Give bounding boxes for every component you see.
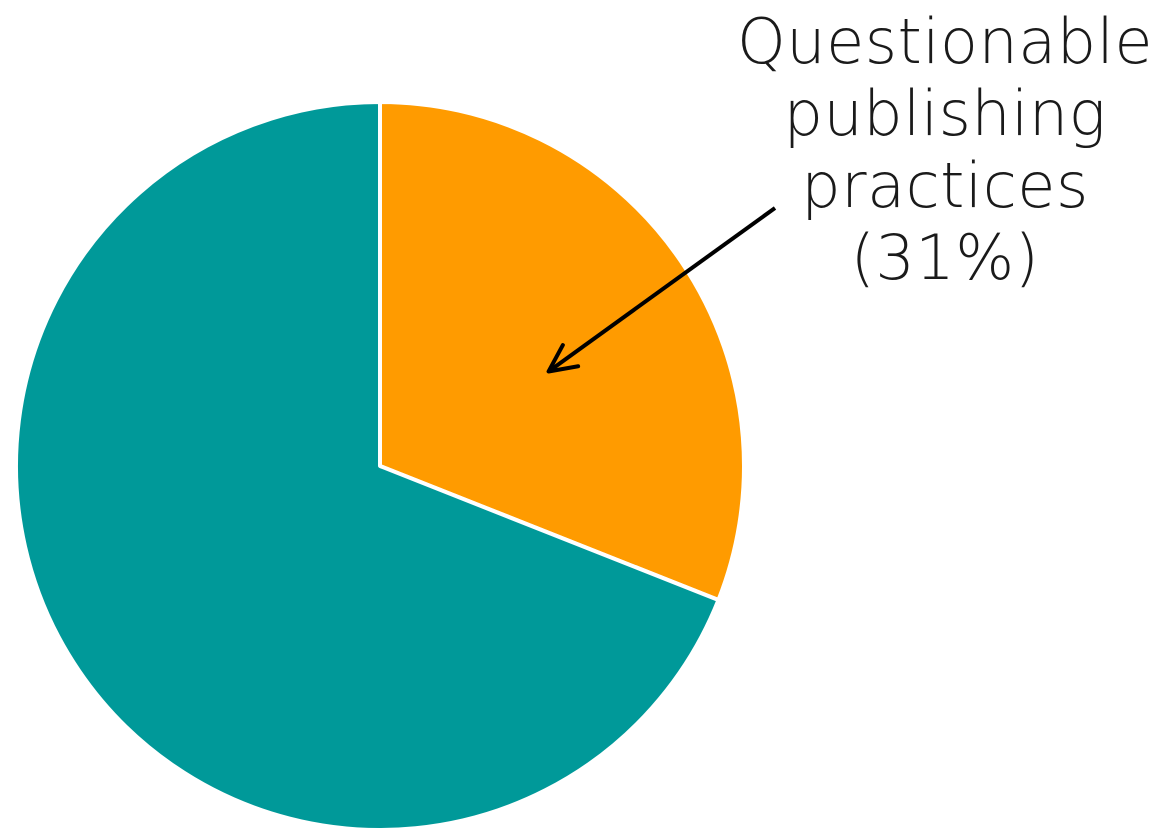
pie-slice-1: [378, 100, 746, 602]
pie-slice-2: [14, 100, 721, 831]
annotation-line-2: publishing: [783, 76, 1107, 150]
pie-slices: [14, 100, 746, 831]
annotation-line-1: Questionable: [736, 5, 1154, 78]
arrow-head: [546, 343, 581, 374]
annotation-line-3: practices: [801, 148, 1089, 222]
arrow-shaft: [547, 206, 777, 374]
annotation-line-4: (31%): [850, 220, 1040, 294]
annotation-arrow: [546, 206, 777, 374]
slice-annotation-label: Questionable publishing practices (31%): [735, 6, 1155, 294]
